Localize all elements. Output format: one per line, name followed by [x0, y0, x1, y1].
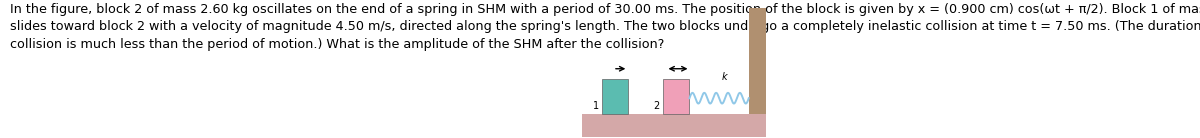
Text: 2: 2	[654, 101, 660, 111]
Text: 1: 1	[593, 101, 599, 111]
Bar	[601, 79, 629, 114]
Bar	[582, 114, 766, 137]
Bar	[749, 9, 766, 114]
Text: In the figure, block 2 of mass 2.60 kg oscillates on the end of a spring in SHM : In the figure, block 2 of mass 2.60 kg o…	[10, 3, 1200, 51]
Bar	[662, 79, 690, 114]
Text: k: k	[722, 72, 727, 82]
